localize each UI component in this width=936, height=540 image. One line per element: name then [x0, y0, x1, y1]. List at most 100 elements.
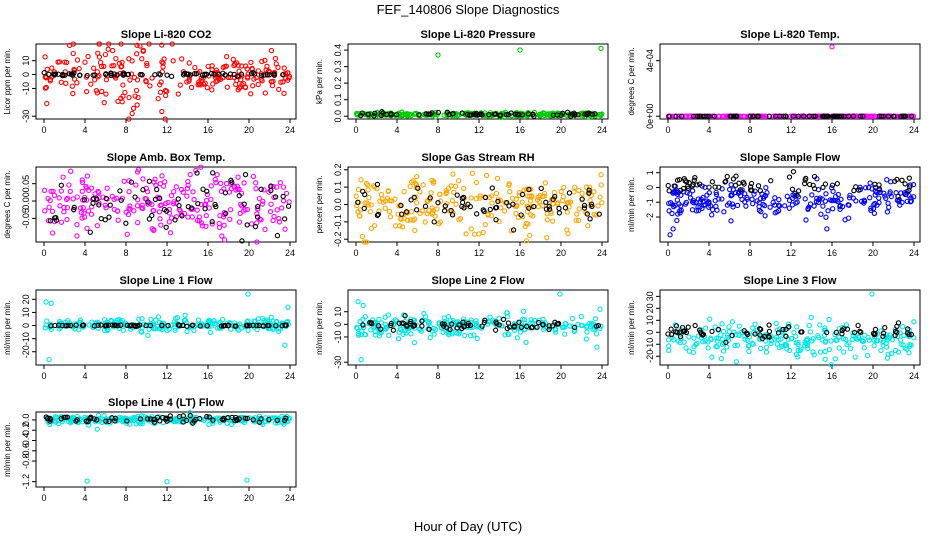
data-point: [802, 177, 808, 183]
outlier-point: [557, 291, 563, 297]
data-point: [262, 90, 269, 96]
data-point: [719, 113, 725, 119]
y-tick-label: 10: [645, 315, 655, 325]
data-point: [504, 313, 511, 320]
data-point: [226, 189, 233, 195]
data-point: [561, 184, 567, 191]
data-point: [473, 112, 479, 118]
data-point: [906, 175, 912, 181]
data-point: [276, 86, 282, 93]
data-point: [416, 112, 422, 118]
data-point: [872, 331, 878, 337]
data-point: [895, 193, 901, 200]
data-point: [486, 112, 492, 118]
data-point: [711, 113, 718, 119]
data-point: [541, 110, 548, 116]
data-point: [471, 332, 477, 338]
data-point: [852, 329, 858, 336]
data-point: [831, 113, 837, 119]
data-point: [47, 415, 53, 422]
data-point: [666, 188, 672, 194]
data-point: [363, 239, 370, 245]
x-tick-label: 24: [285, 493, 295, 503]
series-all-points: [354, 45, 605, 121]
data-point: [862, 332, 868, 338]
y-tick-label: -0.2: [333, 231, 343, 247]
data-point: [804, 336, 811, 342]
data-point: [565, 230, 571, 237]
data-point: [239, 325, 245, 331]
data-point: [883, 195, 889, 202]
y-tick-label: -0.1: [333, 214, 343, 230]
data-point: [587, 216, 593, 222]
series-selected-points: [355, 181, 602, 233]
data-point: [179, 56, 185, 62]
data-point: [132, 194, 138, 200]
data-point: [258, 72, 265, 79]
data-point: [221, 237, 228, 243]
series-selected-points: [666, 113, 915, 119]
outlier-point: [435, 52, 441, 58]
data-point: [42, 85, 49, 91]
data-point: [811, 173, 818, 180]
data-point: [51, 215, 58, 221]
data-point: [219, 233, 225, 239]
data-point: [822, 181, 829, 187]
data-point: [94, 223, 100, 229]
data-point: [819, 337, 825, 343]
data-point: [666, 347, 672, 354]
data-point: [186, 60, 192, 66]
x-tick-label: 4: [394, 125, 399, 135]
data-point: [503, 111, 509, 118]
data-point: [569, 111, 575, 117]
data-point: [539, 193, 546, 200]
data-point: [221, 222, 227, 228]
data-point: [857, 328, 863, 334]
data-point: [152, 72, 158, 78]
data-point: [118, 41, 124, 47]
x-tick-label: 0: [665, 371, 670, 381]
data-point: [162, 116, 168, 122]
data-point: [157, 89, 164, 95]
data-point: [461, 332, 468, 339]
data-point: [668, 331, 675, 338]
y-tick-label: -20: [21, 345, 31, 358]
data-point: [833, 337, 839, 343]
data-point: [262, 226, 268, 232]
data-point: [678, 113, 685, 119]
y-axis-label: ml/min per min.: [3, 422, 12, 477]
data-point: [399, 224, 406, 230]
data-point: [453, 319, 459, 325]
data-point: [724, 202, 731, 208]
data-point: [774, 209, 780, 215]
outlier-point: [670, 226, 676, 232]
data-point: [274, 232, 281, 239]
data-point: [175, 196, 181, 202]
data-point: [877, 189, 883, 196]
data-point: [592, 316, 599, 322]
data-point: [468, 317, 474, 323]
data-point: [567, 323, 573, 329]
data-point: [232, 414, 239, 421]
data-point: [44, 318, 50, 324]
data-point: [780, 326, 786, 333]
data-point: [382, 205, 388, 211]
data-point: [254, 211, 260, 217]
data-point: [355, 187, 362, 193]
data-point: [829, 185, 835, 191]
data-point: [126, 116, 132, 122]
data-point: [139, 205, 145, 211]
x-tick-label: 4: [394, 371, 399, 381]
plot-frame: [659, 166, 921, 243]
data-point: [135, 167, 142, 173]
data-point: [874, 338, 880, 344]
data-point: [549, 323, 556, 329]
data-point: [469, 170, 475, 176]
x-tick-label: 20: [556, 371, 566, 381]
data-point: [571, 189, 577, 195]
data-point: [106, 418, 112, 424]
data-point: [750, 325, 756, 331]
data-point: [408, 209, 415, 215]
data-point: [693, 341, 699, 348]
data-point: [262, 57, 268, 64]
